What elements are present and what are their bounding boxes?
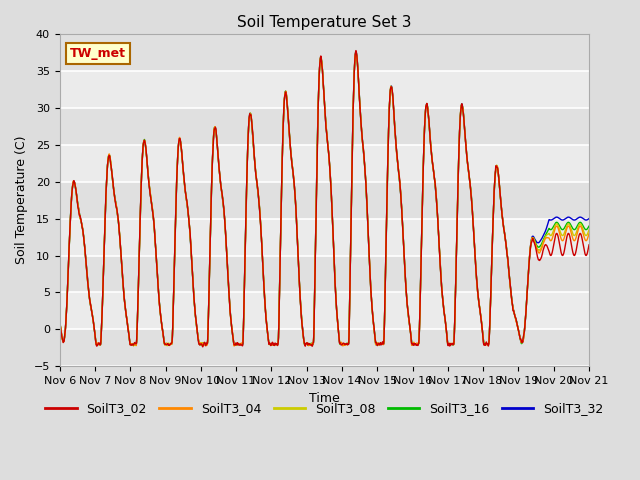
SoilT3_02: [307, 342, 315, 348]
Bar: [60, 181, 589, 218]
Bar: [60, 145, 589, 181]
SoilT3_02: [569, 250, 577, 256]
Text: TW_met: TW_met: [70, 47, 126, 60]
SoilT3_32: [585, 216, 593, 222]
SoilT3_08: [543, 232, 550, 238]
SoilT3_02: [199, 344, 207, 350]
SoilT3_04: [352, 51, 360, 57]
X-axis label: Time: Time: [309, 392, 340, 405]
SoilT3_32: [352, 49, 360, 55]
SoilT3_08: [56, 320, 63, 325]
SoilT3_04: [569, 236, 577, 242]
SoilT3_04: [585, 231, 593, 237]
SoilT3_08: [569, 231, 577, 237]
Title: Soil Temperature Set 3: Soil Temperature Set 3: [237, 15, 412, 30]
SoilT3_32: [307, 342, 315, 348]
SoilT3_16: [233, 342, 241, 348]
SoilT3_16: [543, 230, 550, 236]
SoilT3_02: [440, 312, 448, 317]
Bar: [60, 292, 589, 329]
SoilT3_16: [585, 223, 593, 229]
SoilT3_08: [283, 91, 291, 97]
Line: SoilT3_04: SoilT3_04: [60, 54, 589, 346]
SoilT3_04: [56, 319, 63, 325]
SoilT3_08: [129, 343, 137, 349]
Bar: [60, 71, 589, 108]
Line: SoilT3_08: SoilT3_08: [60, 52, 589, 346]
SoilT3_32: [282, 91, 290, 97]
Bar: [60, 34, 589, 71]
Line: SoilT3_32: SoilT3_32: [60, 52, 589, 345]
SoilT3_32: [569, 217, 577, 223]
SoilT3_16: [440, 311, 448, 317]
SoilT3_32: [444, 342, 452, 348]
Line: SoilT3_16: SoilT3_16: [60, 51, 589, 345]
Y-axis label: Soil Temperature (C): Soil Temperature (C): [15, 136, 28, 264]
SoilT3_16: [352, 48, 360, 54]
SoilT3_16: [278, 159, 286, 165]
Bar: [60, 329, 589, 366]
SoilT3_32: [278, 165, 286, 171]
SoilT3_32: [56, 319, 63, 324]
SoilT3_04: [283, 92, 291, 97]
SoilT3_16: [283, 92, 291, 98]
SoilT3_04: [543, 235, 550, 240]
Bar: [60, 108, 589, 145]
SoilT3_02: [56, 318, 63, 324]
SoilT3_02: [283, 93, 291, 99]
SoilT3_08: [585, 227, 593, 233]
SoilT3_02: [543, 242, 550, 248]
SoilT3_02: [352, 48, 360, 53]
Bar: [60, 218, 589, 255]
SoilT3_04: [440, 311, 448, 317]
SoilT3_32: [543, 225, 550, 230]
SoilT3_16: [307, 341, 315, 347]
SoilT3_08: [278, 160, 286, 166]
Line: SoilT3_02: SoilT3_02: [60, 50, 589, 347]
SoilT3_16: [569, 226, 577, 232]
SoilT3_02: [585, 242, 593, 248]
SoilT3_08: [352, 49, 360, 55]
SoilT3_08: [440, 312, 448, 318]
SoilT3_08: [307, 341, 315, 347]
Legend: SoilT3_02, SoilT3_04, SoilT3_08, SoilT3_16, SoilT3_32: SoilT3_02, SoilT3_04, SoilT3_08, SoilT3_…: [40, 397, 609, 420]
SoilT3_32: [440, 311, 448, 317]
SoilT3_04: [307, 343, 315, 348]
SoilT3_02: [278, 159, 286, 165]
SoilT3_16: [56, 320, 63, 325]
Bar: [60, 255, 589, 292]
SoilT3_04: [230, 343, 238, 349]
SoilT3_04: [278, 159, 286, 165]
